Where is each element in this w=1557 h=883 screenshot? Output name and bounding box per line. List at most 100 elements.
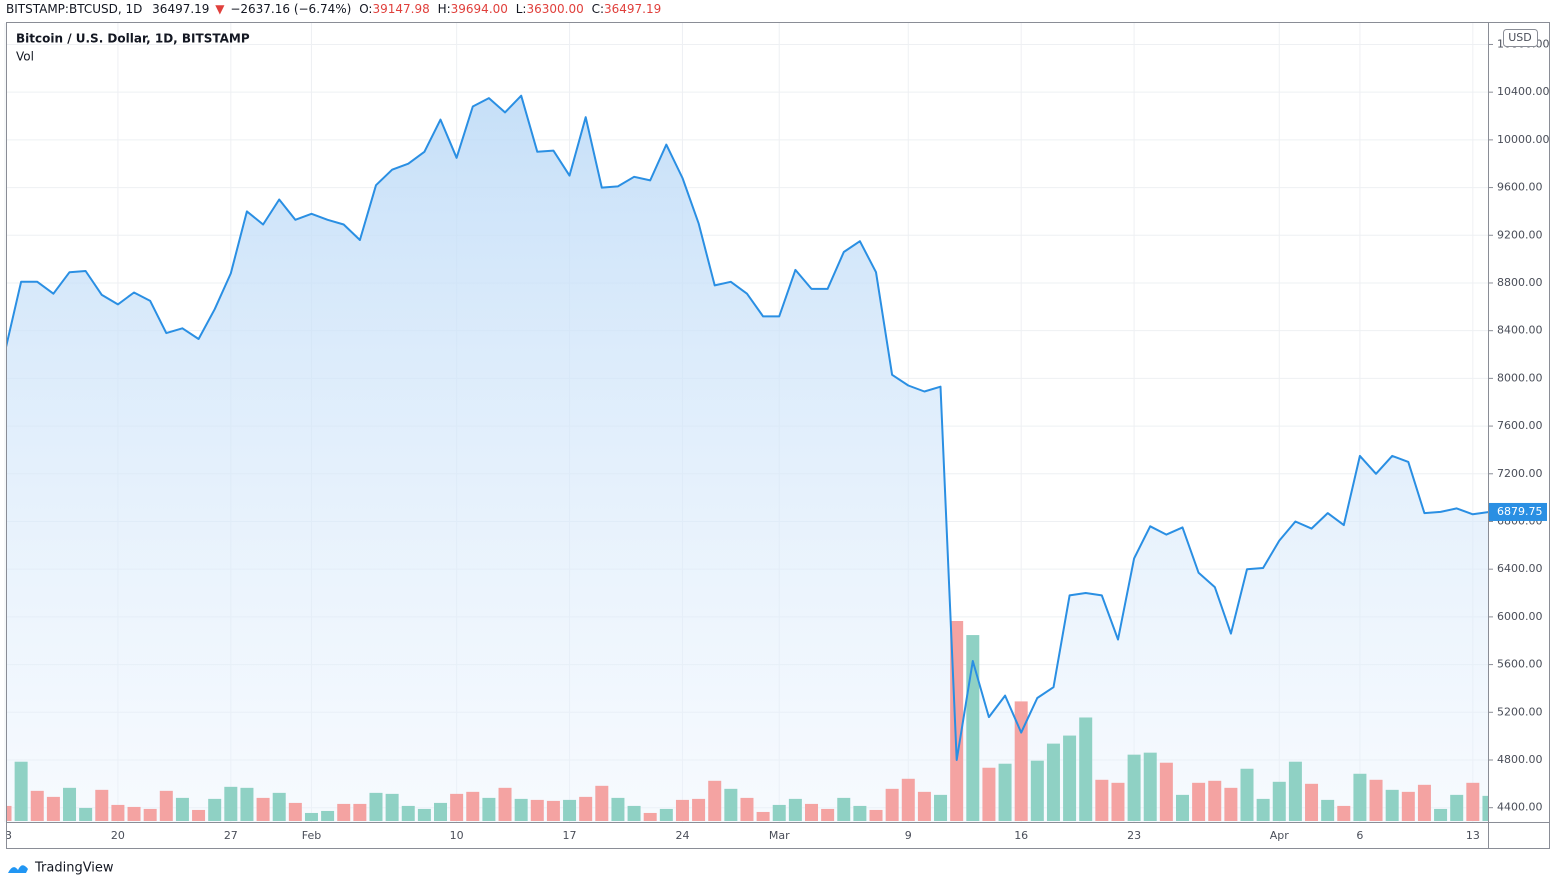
volume-bar [595, 785, 609, 821]
symbol: BITSTAMP:BTCUSD, 1D [6, 2, 142, 16]
volume-bar [1417, 784, 1431, 821]
brand-logo [8, 865, 28, 873]
volume-bar [1401, 791, 1415, 821]
volume-bar [417, 808, 431, 821]
volume-bar [1385, 789, 1399, 821]
volume-bar [1305, 783, 1319, 821]
x-tick-label: 27 [224, 829, 238, 842]
volume-bar [256, 797, 270, 821]
last-price-label: 6879.75 [1497, 505, 1543, 518]
change: −2637.16 (−6.74%) [230, 2, 351, 16]
header: BITSTAMP:BTCUSD, 1D 36497.19 ▼ −2637.16 … [6, 2, 661, 16]
last-price-box [1489, 502, 1547, 521]
frame [6, 22, 1550, 849]
volume-bar [353, 803, 367, 821]
chart-title: Bitcoin / U.S. Dollar, 1D, BITSTAMP [16, 32, 250, 46]
volume-bar [982, 767, 996, 821]
volume-bar [1175, 794, 1189, 821]
volume-bar [401, 805, 415, 821]
y-tick-label: 5600.00 [1497, 658, 1543, 671]
y-tick-label: 4400.00 [1497, 801, 1543, 814]
volume-bar [643, 812, 657, 821]
volume-bar [450, 793, 464, 821]
volume-bar [901, 778, 915, 821]
y-tick-label: 6000.00 [1497, 610, 1543, 623]
volume-bar [46, 796, 60, 821]
volume-bar [1127, 754, 1141, 821]
currency: USD [1508, 31, 1532, 44]
volume-bar [837, 797, 851, 821]
volume-bar [369, 792, 383, 821]
volume-bar [1046, 743, 1060, 821]
volume-bar [756, 811, 770, 821]
last-price: 36497.19 [152, 2, 209, 16]
high-label: H: [438, 2, 451, 16]
y-tick-label: 8800.00 [1497, 276, 1543, 289]
volume-legend: Vol [16, 50, 34, 64]
volume-bar [1014, 701, 1028, 821]
volume-bar [805, 803, 818, 821]
y-tick-label: 4800.00 [1497, 753, 1543, 766]
volume-bar [611, 797, 625, 821]
volume-bar [869, 809, 883, 821]
volume-bar [675, 799, 689, 821]
volume-bar [514, 798, 528, 821]
x-tick-label: 9 [905, 829, 912, 842]
volume-bar [853, 805, 867, 821]
volume-bar [1159, 762, 1173, 821]
volume-bar [885, 788, 899, 821]
y-tick-label: 9200.00 [1497, 228, 1543, 241]
close-label: C: [592, 2, 604, 16]
volume-bar [321, 810, 335, 821]
y-tick-label: 10400.00 [1497, 85, 1550, 98]
volume-bar [385, 793, 399, 821]
y-tick-label: 6400.00 [1497, 562, 1543, 575]
x-tick-label: 6 [1356, 829, 1363, 842]
volume-bar [7, 805, 12, 821]
low: 36300.00 [526, 2, 583, 16]
open: 39147.98 [372, 2, 429, 16]
volume-bar [772, 804, 786, 821]
x-tick-label: Mar [769, 829, 790, 842]
volume-bar [1111, 782, 1125, 821]
volume-bar [208, 798, 222, 821]
brand: TradingView [34, 861, 114, 876]
volume-bar [111, 804, 125, 821]
x-tick-label: 20 [111, 829, 125, 842]
x-tick-label: 13 [1466, 829, 1480, 842]
volume-bar [708, 780, 722, 821]
open-label: O: [359, 2, 372, 16]
x-tick-label: 10 [450, 829, 464, 842]
plot [7, 94, 1488, 822]
volume-bar [546, 800, 560, 821]
volume-bar [1079, 717, 1093, 821]
volume-bar [1450, 794, 1464, 821]
volume-bar [659, 808, 673, 821]
volume-bar [1095, 779, 1109, 821]
volume-bar [143, 808, 157, 821]
x-tick-label: 13 [0, 829, 12, 842]
area [7, 95, 1488, 822]
volume-bar [175, 797, 189, 821]
volume-bar [466, 791, 480, 821]
volume-bar [579, 796, 593, 821]
volume-bar [1143, 752, 1157, 821]
volume-bar [63, 787, 77, 821]
volume-bar [998, 763, 1012, 821]
y-axis: 4400.00 4800.00 5200.00 5600.00 6000.00 6400.… [1488, 37, 1550, 814]
volume-bar [692, 798, 706, 821]
volume-bar [1063, 735, 1077, 821]
volume-bar [1240, 768, 1254, 821]
y-tick-label: 8400.00 [1497, 324, 1543, 337]
volume-bar [14, 761, 28, 821]
volume-bar [1369, 779, 1383, 821]
volume-bar [1208, 780, 1222, 821]
volume-bar [1466, 782, 1480, 821]
down-arrow: ▼ [215, 2, 225, 16]
volume-bar [1482, 795, 1488, 821]
volume-bar [192, 809, 206, 821]
volume-bar [1224, 787, 1238, 821]
x-tick-label: 24 [675, 829, 689, 842]
volume-bar [627, 805, 641, 821]
